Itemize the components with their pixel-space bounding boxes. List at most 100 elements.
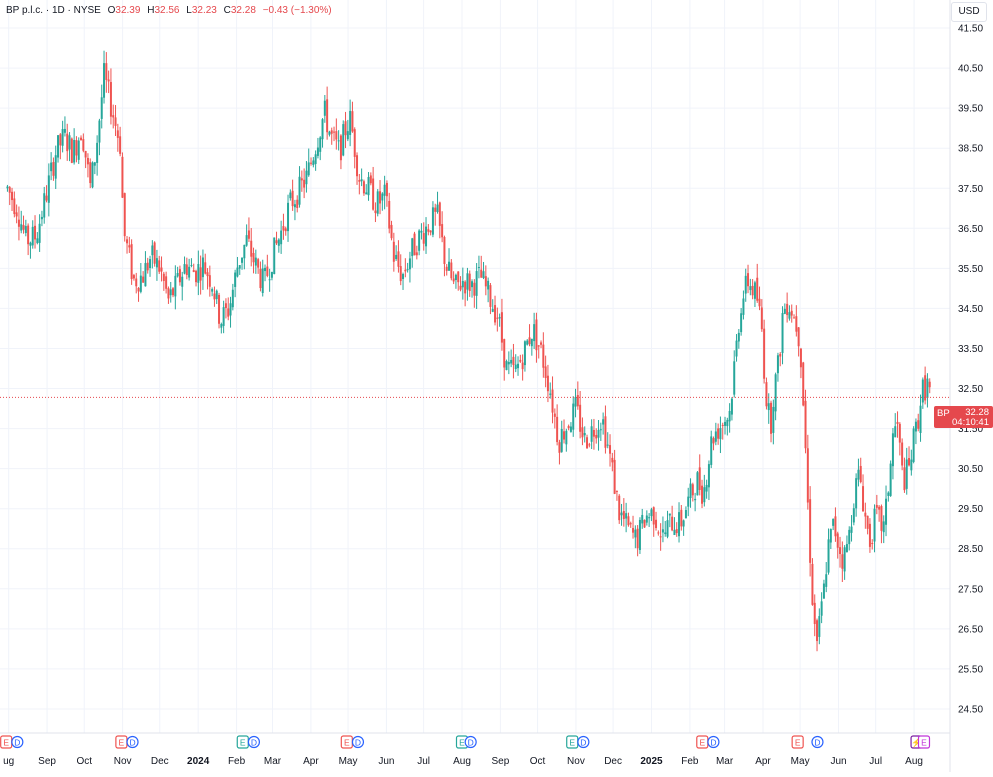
- candle[interactable]: [43, 186, 46, 224]
- candle[interactable]: [655, 511, 658, 531]
- candle[interactable]: [181, 271, 184, 301]
- candle[interactable]: [162, 271, 165, 291]
- candle[interactable]: [323, 95, 326, 123]
- candle[interactable]: [675, 522, 678, 537]
- candle[interactable]: [701, 479, 704, 509]
- candle[interactable]: [880, 504, 883, 544]
- event-marker-earnings[interactable]: E: [0, 735, 13, 749]
- candle[interactable]: [604, 405, 607, 454]
- candle[interactable]: [280, 220, 283, 254]
- candle[interactable]: [928, 378, 931, 394]
- candle[interactable]: [891, 427, 894, 480]
- candle[interactable]: [680, 505, 683, 531]
- candle[interactable]: [464, 280, 467, 307]
- candle[interactable]: [818, 608, 821, 645]
- candle[interactable]: [369, 172, 372, 186]
- candle[interactable]: [638, 517, 641, 554]
- event-marker-dividend[interactable]: D: [577, 735, 590, 749]
- candle[interactable]: [770, 400, 773, 443]
- candle[interactable]: [316, 137, 319, 159]
- candle[interactable]: [284, 226, 287, 236]
- candle[interactable]: [733, 350, 736, 398]
- candle[interactable]: [34, 215, 37, 249]
- candle[interactable]: [130, 239, 133, 285]
- candle[interactable]: [650, 507, 653, 522]
- candle[interactable]: [24, 219, 27, 237]
- candle[interactable]: [411, 237, 414, 268]
- candle[interactable]: [645, 510, 648, 526]
- candle[interactable]: [63, 116, 66, 137]
- candle[interactable]: [29, 241, 32, 259]
- candle[interactable]: [691, 482, 694, 502]
- event-marker-earnings-met[interactable]: E: [236, 735, 249, 749]
- candle[interactable]: [365, 184, 368, 195]
- candle[interactable]: [834, 507, 837, 542]
- candle[interactable]: [875, 494, 878, 515]
- candle[interactable]: [40, 210, 43, 227]
- candle[interactable]: [11, 187, 14, 212]
- candle[interactable]: [698, 454, 701, 496]
- candle[interactable]: [247, 217, 250, 242]
- candle[interactable]: [176, 266, 179, 278]
- candle[interactable]: [80, 135, 83, 141]
- candle[interactable]: [310, 157, 313, 166]
- candle[interactable]: [703, 474, 706, 507]
- candle[interactable]: [620, 503, 623, 526]
- candle[interactable]: [128, 236, 131, 253]
- candle[interactable]: [673, 517, 676, 536]
- candle[interactable]: [776, 352, 779, 382]
- candle[interactable]: [622, 498, 625, 527]
- time-axis[interactable]: ug Sep Oct Nov Dec 2024 Feb Mar Apr May Jun Jul Aug S…: [3, 756, 923, 767]
- candle[interactable]: [119, 126, 122, 157]
- candle[interactable]: [443, 235, 446, 277]
- earnings-marker[interactable]: [917, 735, 931, 749]
- event-marker-earnings[interactable]: E: [696, 735, 709, 749]
- dividend-marker[interactable]: [707, 735, 720, 749]
- candle[interactable]: [882, 515, 885, 544]
- candle[interactable]: [174, 265, 177, 310]
- candle[interactable]: [641, 508, 644, 529]
- candle[interactable]: [602, 412, 605, 435]
- candle[interactable]: [491, 299, 494, 313]
- candle[interactable]: [137, 287, 140, 302]
- candle[interactable]: [289, 189, 292, 201]
- candle[interactable]: [86, 153, 89, 178]
- candle[interactable]: [859, 457, 862, 484]
- candle[interactable]: [328, 130, 331, 137]
- candle[interactable]: [291, 179, 294, 211]
- dividend-marker[interactable]: [351, 735, 365, 749]
- candle[interactable]: [710, 430, 713, 469]
- candle[interactable]: [494, 295, 497, 326]
- candle[interactable]: [908, 446, 911, 467]
- candle[interactable]: [747, 264, 750, 294]
- candle[interactable]: [740, 308, 743, 336]
- candle[interactable]: [894, 413, 897, 438]
- candle[interactable]: [96, 135, 99, 176]
- candle[interactable]: [381, 192, 384, 211]
- candle[interactable]: [572, 396, 575, 437]
- candle[interactable]: [514, 354, 517, 373]
- candle[interactable]: [360, 168, 363, 187]
- candle[interactable]: [358, 173, 361, 195]
- candle[interactable]: [765, 377, 768, 410]
- candle[interactable]: [195, 269, 198, 287]
- candle[interactable]: [473, 279, 476, 308]
- candle[interactable]: [188, 258, 191, 281]
- candle[interactable]: [47, 163, 50, 217]
- candle[interactable]: [190, 258, 193, 268]
- candle[interactable]: [277, 238, 280, 253]
- dividend-marker[interactable]: [464, 735, 477, 749]
- candle[interactable]: [724, 416, 727, 435]
- price-axis[interactable]: 24.50 25.50 26.50 27.50 28.50 29.50 30.50 31.50…: [958, 24, 983, 716]
- candle[interactable]: [211, 287, 214, 297]
- candle[interactable]: [551, 376, 554, 424]
- candle[interactable]: [636, 525, 639, 557]
- candle[interactable]: [420, 223, 423, 240]
- candle[interactable]: [206, 268, 209, 290]
- candle[interactable]: [383, 175, 386, 210]
- candle[interactable]: [77, 137, 80, 164]
- candle[interactable]: [215, 289, 218, 305]
- candle[interactable]: [749, 278, 752, 296]
- candle[interactable]: [760, 299, 763, 332]
- candle[interactable]: [553, 408, 556, 429]
